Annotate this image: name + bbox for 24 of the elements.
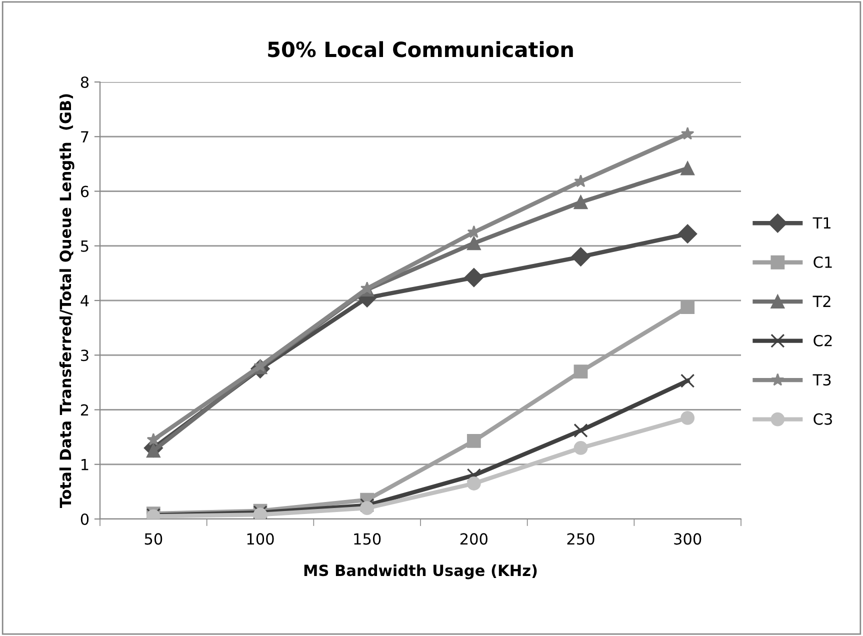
- y-tick-label: 7: [81, 131, 88, 142]
- y-tick-label: 8: [80, 76, 89, 88]
- x-tick-label: 150: [354, 533, 381, 545]
- legend-label: T3: [812, 374, 831, 386]
- y-axis-title: Total Data Transferred/Total Queue Length (GB): [59, 94, 74, 508]
- y-tick-label: 0: [80, 513, 89, 526]
- legend-label: T2: [812, 296, 830, 307]
- x-tick-label: 100: [247, 533, 274, 545]
- x-tick-label: 250: [567, 533, 594, 545]
- x-axis-title: MS Bandwidth Usage (KHz): [304, 564, 537, 580]
- y-tick-label: 5: [81, 240, 88, 252]
- y-tick-label: 2: [80, 404, 88, 416]
- legend-label: C2: [814, 334, 832, 346]
- x-tick-label: 50: [144, 533, 162, 545]
- legend-label: C3: [814, 413, 832, 425]
- legend-label: T1: [812, 217, 830, 228]
- y-tick-label: 4: [80, 295, 89, 306]
- y-tick-label: 6: [80, 186, 89, 198]
- legend-label: C1: [814, 256, 832, 268]
- y-tick-label: 1: [82, 459, 88, 470]
- x-tick-label: 200: [460, 533, 488, 545]
- y-tick-label: 3: [81, 350, 88, 362]
- x-tick-label: 300: [674, 533, 702, 545]
- chart-title: 50% Local Communication: [268, 41, 573, 58]
